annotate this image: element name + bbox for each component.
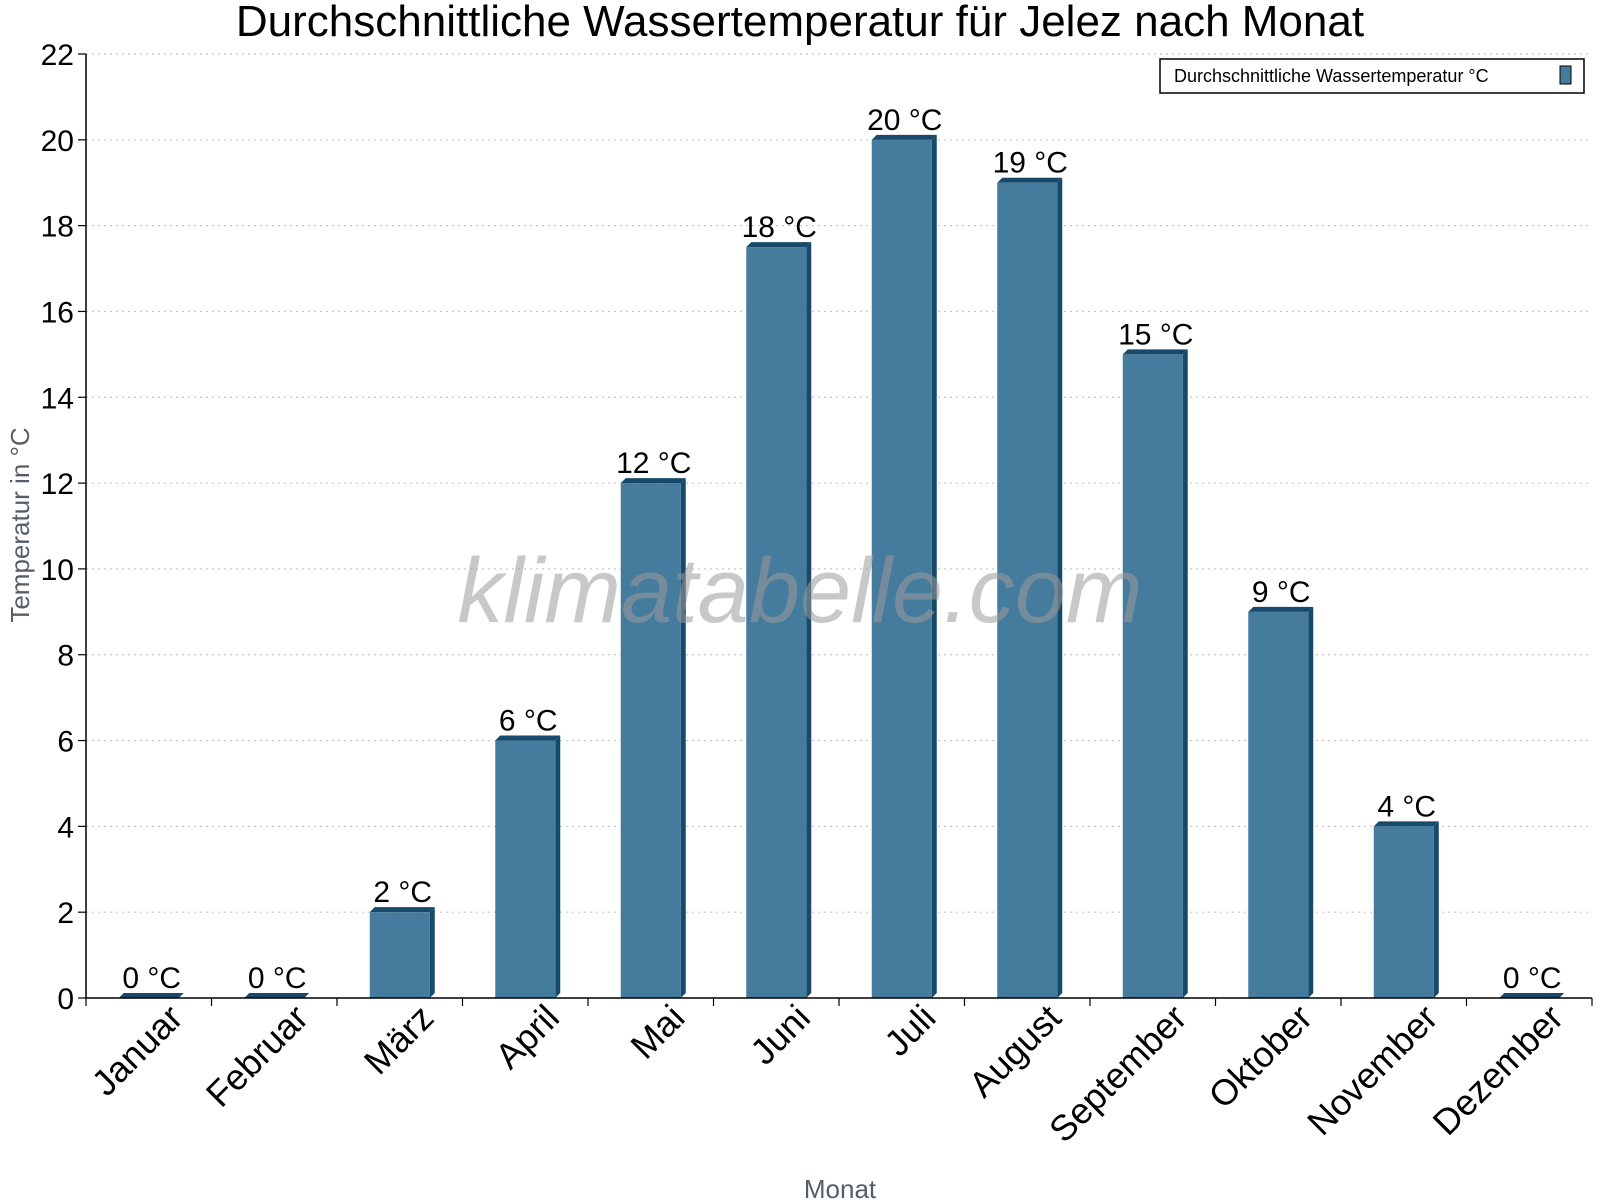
bar-side: [429, 907, 435, 998]
legend-swatch: [1559, 65, 1572, 85]
axes: 0 2 4 6 8 10 12 14 16 18 20 22: [41, 39, 1593, 1016]
bar: [997, 177, 1063, 998]
x-tick-label: Mai: [622, 997, 692, 1067]
bar-face: [1248, 611, 1309, 998]
bar-side: [931, 134, 937, 998]
data-label: 6 °C: [499, 705, 558, 738]
bar: [620, 478, 686, 998]
bar-face: [369, 912, 430, 998]
bar: [1122, 349, 1188, 998]
y-tick-label: 14: [41, 382, 74, 415]
bar-face: [495, 740, 556, 998]
y-tick-label: 4: [57, 811, 74, 844]
x-tick-label: April: [487, 997, 567, 1077]
bar-top: [495, 735, 561, 741]
x-axis-label: Monat: [804, 1174, 877, 1200]
bar-top: [1499, 993, 1565, 998]
bar: [118, 993, 184, 998]
bar-face: [1122, 354, 1183, 998]
bar: [495, 735, 561, 998]
bar-top: [369, 907, 435, 913]
y-tick-label: 20: [41, 125, 74, 158]
watermark: klimatabelle.com: [457, 540, 1142, 642]
bar-top: [620, 478, 686, 484]
data-label: 0 °C: [122, 962, 181, 995]
bar: [1499, 993, 1565, 998]
bar-top: [118, 993, 184, 998]
bar: [871, 134, 937, 998]
x-tick-label: Januar: [84, 997, 191, 1104]
bar-face: [997, 182, 1058, 998]
x-tick-label: August: [961, 997, 1069, 1105]
bar-side: [1433, 821, 1439, 998]
x-tick-label: Februar: [198, 997, 316, 1115]
bar-top: [1122, 349, 1188, 355]
data-label: 0 °C: [1503, 962, 1562, 995]
data-label: 4 °C: [1377, 790, 1436, 823]
x-tick-label: März: [356, 997, 442, 1083]
data-label: 2 °C: [373, 876, 432, 909]
y-tick-label: 16: [41, 296, 74, 329]
x-tick-labels: Januar Februar März April Mai Juni Juli AugustS…: [84, 997, 1571, 1151]
bar: [369, 907, 435, 998]
grid: [86, 53, 1592, 913]
bar-face: [746, 247, 807, 998]
y-tick-label: 8: [57, 640, 74, 673]
x-tick-label: Juli: [876, 997, 943, 1064]
data-label: 12 °C: [616, 447, 691, 480]
bar-top: [746, 242, 812, 248]
x-tick-label: Dezember: [1424, 997, 1570, 1143]
y-tick-label: 12: [41, 468, 74, 501]
legend: Durchschnittliche Wassertemperatur °C: [1159, 58, 1585, 94]
x-tick-label: Juni: [742, 997, 818, 1073]
x-tick-label: September: [1041, 997, 1195, 1151]
bar-face: [871, 139, 932, 998]
bar-side: [1182, 349, 1188, 998]
bar-side: [1308, 606, 1314, 998]
x-tick-label: Oktober: [1200, 997, 1320, 1117]
data-label: 19 °C: [993, 147, 1068, 180]
y-tick-label: 22: [41, 39, 74, 72]
data-label: 15 °C: [1118, 318, 1193, 351]
legend-label: Durchschnittliche Wassertemperatur °C: [1174, 66, 1489, 86]
bar: [746, 242, 812, 998]
bar-side: [1057, 177, 1063, 998]
y-axis-label: Temperatur in °C: [5, 427, 35, 622]
data-label: 20 °C: [867, 104, 942, 137]
bar-top: [244, 993, 310, 998]
data-label: 0 °C: [248, 962, 307, 995]
y-tick-label: 10: [41, 554, 74, 587]
y-tick-label: 0: [57, 983, 74, 1016]
bar-top: [997, 177, 1063, 183]
data-label: 9 °C: [1252, 576, 1311, 609]
chart-title: Durchschnittliche Wassertemperatur für J…: [236, 0, 1364, 46]
bar-top: [871, 134, 937, 140]
bar-top: [1373, 821, 1439, 827]
data-label: 18 °C: [742, 211, 817, 244]
bar-top: [1248, 606, 1314, 612]
bar-face: [1373, 826, 1434, 998]
bar-face: [620, 483, 681, 998]
legend-box: [1159, 58, 1585, 94]
value-labels: 0 °C 0 °C 2 °C 6 °C 12 °C 18 °C 20 °C 19 °C 15 °…: [122, 104, 1561, 995]
x-tick-label: November: [1299, 997, 1445, 1143]
bar-side: [555, 735, 561, 998]
y-tick-label: 2: [57, 897, 74, 930]
bar: [1248, 606, 1314, 998]
bar-side: [680, 478, 686, 998]
y-tick-label: 6: [57, 726, 74, 759]
bar: [244, 993, 310, 998]
bar-side: [806, 242, 812, 998]
bar: [1373, 821, 1439, 998]
y-tick-label: 18: [41, 211, 74, 244]
bars: [118, 134, 1565, 998]
